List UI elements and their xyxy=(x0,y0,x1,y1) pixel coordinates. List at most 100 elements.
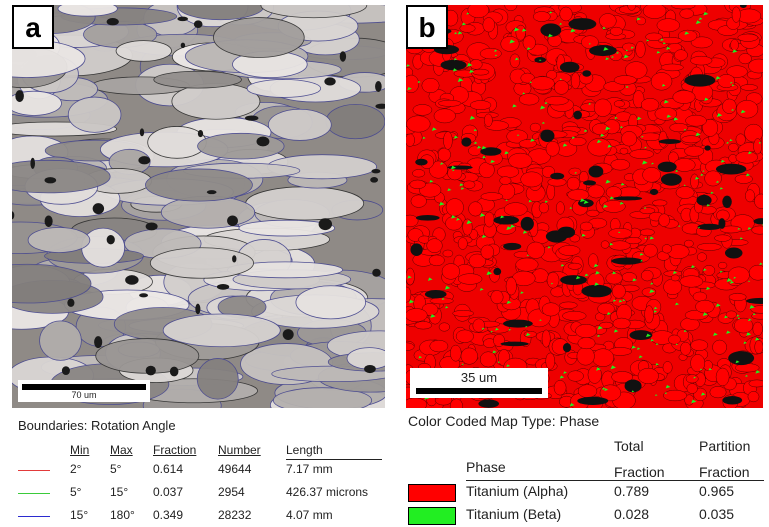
texture xyxy=(519,94,539,106)
texture xyxy=(704,145,710,150)
texture xyxy=(578,337,595,348)
texture xyxy=(668,335,680,344)
texture xyxy=(560,275,587,285)
column-header: Partition Fraction xyxy=(699,433,769,485)
texture xyxy=(107,235,115,244)
texture xyxy=(728,351,754,365)
texture xyxy=(716,164,746,175)
texture xyxy=(506,277,517,295)
texture xyxy=(213,18,304,58)
texture xyxy=(458,238,467,250)
texture xyxy=(542,303,560,316)
texture xyxy=(729,154,737,162)
texture xyxy=(599,14,616,29)
texture xyxy=(443,250,453,257)
texture xyxy=(614,100,625,107)
texture xyxy=(406,268,415,285)
legend-title: Color Coded Map Type: Phase xyxy=(408,413,599,429)
texture xyxy=(442,264,460,280)
texture xyxy=(697,243,721,250)
texture xyxy=(662,245,671,254)
texture xyxy=(753,322,763,336)
texture xyxy=(731,39,739,50)
texture xyxy=(370,177,378,183)
texture xyxy=(324,77,335,85)
texture xyxy=(687,384,698,394)
texture xyxy=(430,298,453,304)
texture xyxy=(146,222,158,230)
micrograph-a xyxy=(12,5,385,408)
texture xyxy=(472,69,489,75)
texture xyxy=(643,5,666,19)
underline xyxy=(466,480,764,481)
texture xyxy=(140,128,144,136)
texture xyxy=(503,243,521,250)
texture xyxy=(177,17,188,22)
texture xyxy=(680,342,691,355)
texture xyxy=(67,299,74,307)
texture xyxy=(461,137,471,146)
texture xyxy=(755,340,763,353)
cell: 0.349 xyxy=(153,508,183,522)
texture xyxy=(422,78,439,92)
texture xyxy=(413,104,432,115)
texture xyxy=(674,50,687,61)
texture xyxy=(491,290,503,303)
texture xyxy=(718,218,725,229)
texture xyxy=(416,215,440,221)
texture xyxy=(510,54,520,68)
texture xyxy=(560,7,573,21)
underline xyxy=(286,459,382,460)
texture xyxy=(469,202,483,216)
texture xyxy=(568,18,596,30)
texture xyxy=(582,70,591,77)
texture xyxy=(686,115,707,126)
texture xyxy=(30,158,35,169)
texture xyxy=(643,167,661,182)
texture xyxy=(609,228,632,238)
texture xyxy=(610,27,623,35)
texture xyxy=(545,96,569,105)
texture xyxy=(664,279,682,295)
texture xyxy=(473,319,485,332)
texture xyxy=(458,274,482,285)
texture xyxy=(145,169,252,201)
texture xyxy=(690,174,698,189)
texture xyxy=(611,159,630,170)
scale-label: 35 um xyxy=(410,370,548,385)
column-header: Fraction xyxy=(153,443,196,457)
texture xyxy=(642,288,656,297)
texture xyxy=(725,248,743,259)
texture xyxy=(663,361,672,373)
texture xyxy=(594,99,611,117)
texture xyxy=(569,137,586,146)
texture xyxy=(429,255,444,266)
texture xyxy=(372,269,381,277)
texture xyxy=(659,131,667,147)
texture xyxy=(319,218,332,230)
texture xyxy=(481,245,494,259)
texture xyxy=(659,139,681,144)
texture xyxy=(554,80,568,94)
texture xyxy=(139,293,148,297)
figure: a b 70 um 35 um Boundaries: Rotation Ang… xyxy=(0,0,769,527)
texture xyxy=(739,53,752,64)
texture xyxy=(326,104,385,138)
texture xyxy=(478,399,499,407)
texture xyxy=(606,272,623,284)
texture xyxy=(601,241,609,249)
texture xyxy=(406,116,430,132)
texture xyxy=(738,34,758,42)
texture xyxy=(446,199,464,217)
texture xyxy=(682,136,701,143)
texture xyxy=(524,331,537,337)
texture xyxy=(504,203,527,216)
texture xyxy=(550,173,564,180)
texture xyxy=(427,239,443,253)
cell: 28232 xyxy=(218,508,251,522)
texture xyxy=(697,253,707,262)
texture xyxy=(82,228,125,267)
texture xyxy=(598,303,615,315)
texture xyxy=(163,314,280,347)
texture xyxy=(640,229,654,236)
